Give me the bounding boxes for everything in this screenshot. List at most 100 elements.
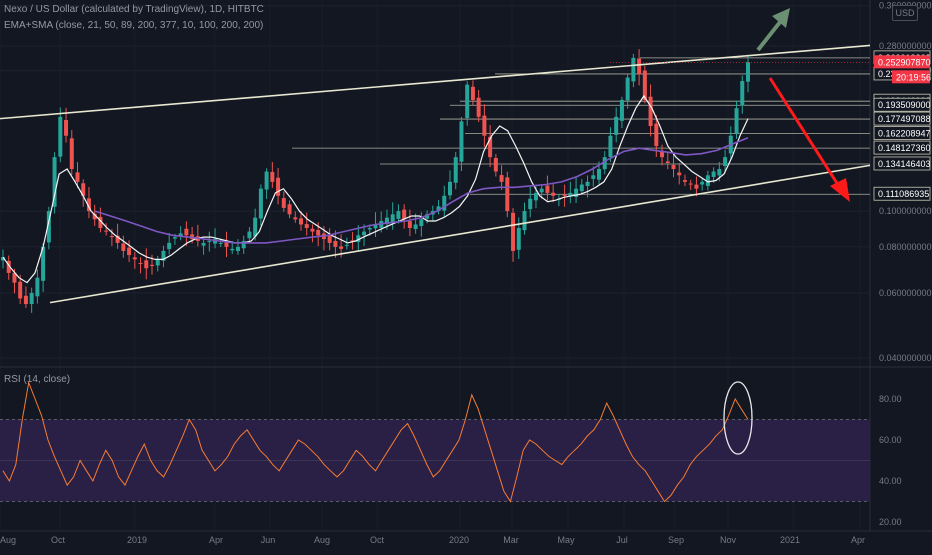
candle-body <box>161 250 166 261</box>
candle-body <box>18 281 23 299</box>
candle-body <box>207 240 212 242</box>
candle-body <box>52 157 57 207</box>
candle-body <box>407 221 412 228</box>
candle-body <box>740 81 745 106</box>
price-tick-label: 0.100000000 <box>879 206 932 216</box>
green-arrow-up <box>756 8 790 52</box>
rsi-tick-label: 40.00 <box>879 476 902 486</box>
candle-body <box>413 224 418 229</box>
candle-body <box>505 177 510 212</box>
candle-body <box>602 157 607 170</box>
chart-title: Nexo / US Dollar (calculated by TradingV… <box>4 4 264 15</box>
candle-body <box>98 216 103 228</box>
candle-body <box>453 157 458 183</box>
candle-body <box>597 169 601 180</box>
candle-body <box>213 239 218 244</box>
candle-body <box>46 211 51 243</box>
currency-badge[interactable]: USD <box>892 5 918 21</box>
candle-body <box>287 204 292 215</box>
candle-body <box>127 247 132 256</box>
countdown-label: 20:19:56 <box>896 72 931 82</box>
level-tag-box <box>873 186 931 201</box>
candle-body <box>12 272 17 283</box>
candle-body <box>327 235 332 243</box>
candle-body <box>688 183 693 185</box>
candle-body <box>316 230 321 236</box>
candle-body <box>665 161 670 163</box>
candle-body <box>253 217 258 237</box>
candle-body <box>310 228 315 232</box>
indicator-label: EMA+SMA (close, 21, 50, 89, 200, 377, 10… <box>4 20 264 31</box>
candle-body <box>29 292 34 305</box>
candle-body <box>201 242 206 246</box>
candle-body <box>367 227 372 230</box>
time-tick-label: Mar <box>503 535 519 545</box>
time-tick-label: Jul <box>616 535 628 545</box>
candle-body <box>700 181 705 185</box>
candle-body <box>436 206 441 211</box>
candle-body <box>533 192 538 201</box>
candle-body <box>488 136 493 158</box>
candle-body <box>58 116 63 157</box>
candle-body <box>574 188 579 197</box>
level-tag-label: 0.177497088 <box>878 114 931 124</box>
candle-body <box>304 224 309 228</box>
candle-body <box>64 120 69 136</box>
arrow-head <box>772 8 790 28</box>
candle-body <box>224 242 229 247</box>
time-tick-label: 2021 <box>780 535 800 545</box>
candle-body <box>241 240 246 249</box>
candle-body <box>333 240 338 247</box>
level-tag-label: 0.193509000 <box>878 100 931 110</box>
rsi-highlight-ellipse <box>723 381 753 455</box>
candle-body <box>694 184 699 189</box>
time-tick-label: Jun <box>261 535 276 545</box>
candle-body <box>402 209 407 220</box>
candle-body <box>396 211 401 219</box>
candle-body <box>144 260 149 269</box>
candle-body <box>69 138 74 170</box>
level-tag-box <box>873 97 931 112</box>
candle-body <box>132 257 137 260</box>
candle-body <box>121 243 126 251</box>
candle-body <box>293 217 298 220</box>
candle-body <box>746 62 750 82</box>
time-tick-label: Oct <box>51 535 66 545</box>
level-tag-label: 0.111086935 <box>878 189 929 199</box>
candle-body <box>350 240 355 242</box>
current-price-tag <box>874 55 930 69</box>
candle-body <box>660 150 665 158</box>
time-tick-label: Aug <box>314 535 330 545</box>
time-axis: Aug Oct 2019 Apr Jun Aug Oct 2020 Mar May Jul Sep No… <box>0 535 865 545</box>
candle-body <box>218 242 223 244</box>
candle-body <box>138 262 143 264</box>
arrow-head <box>830 178 850 202</box>
rsi-label: RSI (14, close) <box>4 374 71 385</box>
candle-body <box>511 212 516 251</box>
rsi-tick-label: 20.00 <box>879 517 902 527</box>
candle-body <box>625 77 630 101</box>
candle-body <box>608 135 613 157</box>
candle-body <box>230 248 235 251</box>
level-tag-box <box>873 140 931 155</box>
candle-body <box>637 58 642 75</box>
candle-body <box>539 188 544 193</box>
candle-body <box>373 224 378 229</box>
level-tag-box <box>873 111 931 126</box>
candle-body <box>465 84 470 119</box>
candle-body <box>671 164 676 170</box>
candle-body <box>528 198 533 210</box>
candle-body <box>86 198 91 212</box>
candle-body <box>178 233 183 237</box>
price-tick-label: 0.080000000 <box>879 242 932 252</box>
candle-body <box>499 175 504 182</box>
candle-body <box>235 246 240 252</box>
candle-body <box>184 228 189 236</box>
time-tick-label: 2020 <box>449 535 469 545</box>
candle-body <box>362 231 367 236</box>
time-tick-label: May <box>557 535 575 545</box>
level-tag-label: 0.148127360 <box>878 143 931 153</box>
candle-body <box>384 217 389 224</box>
level-tag-label: 0.134146403 <box>878 159 931 169</box>
